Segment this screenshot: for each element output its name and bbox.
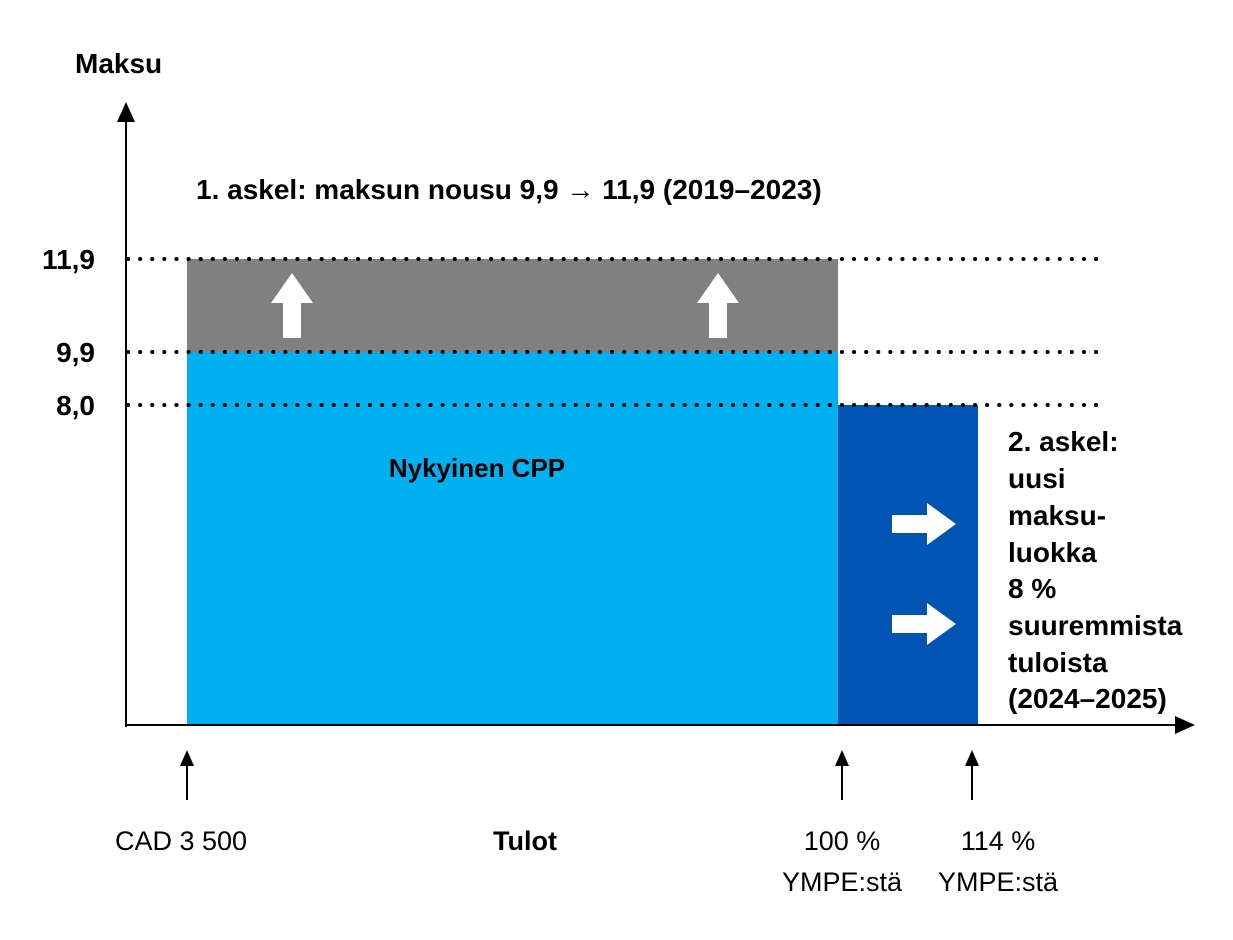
marker-100-label-2: YMPE:stä — [782, 867, 903, 897]
step2-line: suuremmista — [1008, 610, 1183, 641]
up-arrow-icon — [697, 273, 739, 338]
marker-start-label: CAD 3 500 — [115, 826, 247, 856]
step2-line: luokka — [1008, 537, 1097, 568]
level-label-9-9: 9,9 — [56, 337, 95, 368]
x-axis-arrowhead — [1175, 716, 1195, 734]
current-cpp-label: Nykyinen CPP — [389, 453, 565, 483]
marker-114-label-2: YMPE:stä — [938, 867, 1059, 897]
marker-114-arrowhead — [965, 750, 979, 766]
step2-label: 2. askel: uusi maksu- luokka 8 % suuremm… — [1008, 426, 1183, 714]
step2-line: maksu- — [1008, 500, 1106, 531]
level-label-8-0: 8,0 — [56, 390, 95, 421]
y-axis-arrowhead — [117, 102, 135, 122]
x-axis-label: Tulot — [493, 826, 557, 856]
level-label-11-9: 11,9 — [42, 244, 95, 275]
marker-start-arrowhead — [180, 750, 194, 766]
step2-line: uusi — [1008, 463, 1066, 494]
step1-label: 1. askel: maksun nousu 9,9 → 11,9 (2019–… — [196, 174, 822, 205]
up-arrow-icon — [271, 273, 313, 338]
step2-line: (2024–2025) — [1008, 683, 1167, 714]
step2-line: 8 % — [1008, 573, 1056, 604]
right-arrow-icon — [892, 603, 956, 645]
marker-100-label-1: 100 % — [804, 826, 881, 856]
step2-tier-area — [838, 405, 978, 725]
current-cpp-area — [187, 352, 838, 725]
marker-100-arrowhead — [835, 750, 849, 766]
right-arrow-icon — [892, 503, 956, 545]
y-axis-label: Maksu — [75, 48, 162, 79]
step2-line: 2. askel: — [1008, 426, 1119, 457]
marker-114-label-1: 114 % — [961, 826, 1036, 856]
step2-line: tuloista — [1008, 647, 1108, 678]
